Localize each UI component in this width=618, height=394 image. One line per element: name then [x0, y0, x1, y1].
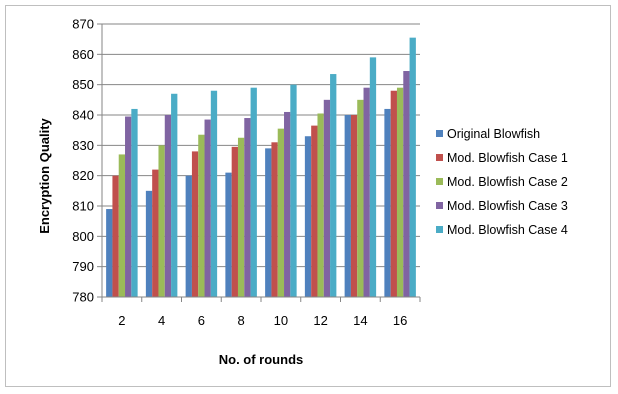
bar: [317, 113, 324, 297]
legend-swatch: [436, 178, 443, 185]
x-tick-label: 4: [158, 313, 165, 328]
bar: [323, 99, 331, 297]
bar: [271, 142, 278, 297]
legend-label: Mod. Blowfish Case 1: [447, 151, 568, 165]
y-tick-label: 840: [72, 108, 94, 123]
bar: [106, 209, 113, 297]
y-axis-title: Encryption Quality: [37, 117, 52, 233]
y-tick-label: 800: [72, 229, 94, 244]
bar: [185, 175, 192, 297]
legend-swatch: [436, 226, 443, 233]
bar: [284, 111, 291, 297]
legend-label: Mod. Blowfish Case 4: [447, 223, 568, 237]
bar: [204, 119, 211, 297]
bar: [225, 172, 232, 297]
x-tick-label: 10: [274, 313, 288, 328]
bar: [290, 84, 297, 298]
bar: [237, 137, 245, 297]
y-tick-label: 870: [72, 17, 94, 32]
legend-swatch: [436, 202, 443, 209]
legend-swatch: [436, 130, 443, 137]
legend: Original Blowfish Mod. Blowfish Case 1 Mod…: [436, 127, 568, 237]
bar: [231, 146, 238, 297]
x-tick-label: 12: [313, 313, 327, 328]
bar: [210, 90, 218, 297]
x-tick-label: 16: [393, 313, 407, 328]
y-tick-label: 810: [72, 199, 94, 214]
bar: [311, 125, 318, 297]
y-tick-label: 780: [72, 290, 94, 305]
bar: [369, 57, 377, 297]
legend-label: Mod. Blowfish Case 3: [447, 199, 568, 213]
bar: [152, 169, 159, 297]
bars: [106, 37, 416, 298]
x-axis-title: No. of rounds: [219, 352, 304, 367]
axes: [97, 23, 421, 302]
bar: [125, 116, 132, 298]
bar: [112, 175, 119, 297]
legend-label: Mod. Blowfish Case 2: [447, 175, 568, 189]
bar: [409, 37, 416, 298]
x-tick-label: 6: [198, 313, 205, 328]
bar: [384, 108, 391, 297]
bar: [118, 154, 126, 297]
bar: [145, 190, 153, 297]
bar: [171, 93, 178, 298]
bar: [158, 145, 165, 297]
bar: [330, 74, 337, 297]
y-tick-label: 820: [72, 168, 94, 183]
bar: [164, 115, 172, 297]
bar: [198, 134, 205, 297]
y-tick-label: 830: [72, 138, 94, 153]
bar: [357, 99, 364, 297]
bar: [344, 115, 351, 297]
bar: [396, 87, 404, 297]
y-tick-label: 860: [72, 47, 94, 62]
bar: [265, 148, 272, 297]
bar: [363, 87, 370, 297]
y-tick-label: 850: [72, 77, 94, 92]
bar: [277, 128, 285, 297]
y-tick-labels: 780 790 800 810 820 830 840 850 860 870: [72, 17, 94, 305]
bar: [131, 108, 138, 297]
legend-label: Original Blowfish: [447, 127, 540, 141]
bar: [403, 71, 410, 298]
x-tick-label: 2: [118, 313, 125, 328]
legend-swatch: [436, 154, 443, 161]
bar: [350, 115, 358, 297]
bar: [304, 136, 312, 297]
x-tick-label: 14: [353, 313, 367, 328]
x-tick-label: 8: [238, 313, 245, 328]
bar: [250, 87, 257, 297]
x-tick-labels: 2 4 6 8 10 12 14 16: [118, 313, 407, 328]
bar: [191, 151, 199, 297]
bar: [244, 118, 251, 298]
bar: [390, 90, 397, 297]
y-tick-label: 790: [72, 259, 94, 274]
